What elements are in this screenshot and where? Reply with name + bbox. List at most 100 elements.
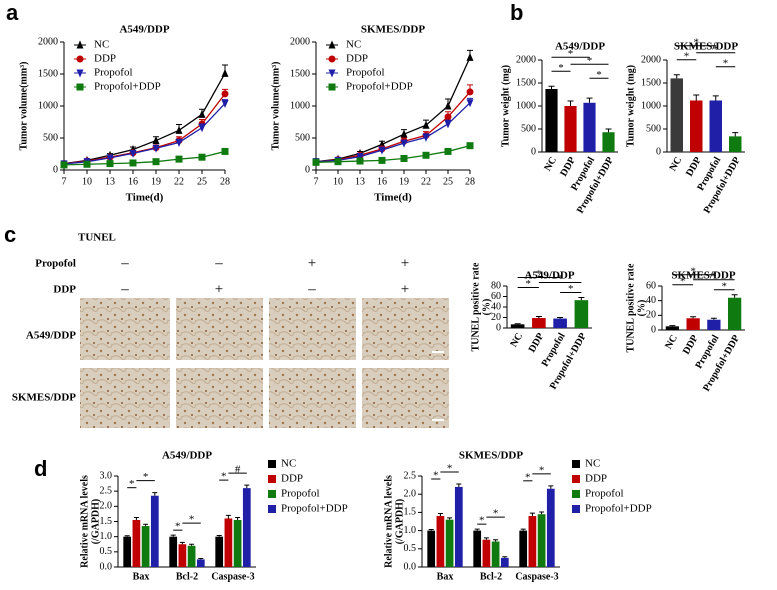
tunel-images [80,298,449,428]
y-tick-label: 0 [656,146,661,157]
chart-title: SKMES/DDP [459,450,523,462]
error-bar [567,100,574,106]
y-tick-label: 500 [43,132,58,143]
marker [400,154,408,162]
image [80,298,170,360]
error-bar [133,517,139,520]
y-tick-label: 0 [651,324,656,335]
sig-mark: * [129,478,135,490]
y-tick-label: 500 [295,132,310,143]
y-tick-label: 2.0 [404,488,417,499]
y-tick-label: 2000 [290,36,310,47]
marker [422,120,430,129]
bar [670,78,683,152]
row-label: SKMES/DDP [12,392,76,404]
y-tick-label: 40 [491,301,501,312]
legend-swatch [572,505,580,513]
chart-title: SKMES/DDP [674,41,738,53]
y-tick-label: 20 [491,312,501,323]
marker [444,113,452,121]
x-tick-label: 19 [151,176,161,187]
panel-label: d [34,456,47,481]
y-tick-label: 2.5 [100,485,113,496]
x-axis-label: Time(d) [374,192,412,204]
sig-mark: * [143,471,149,483]
x-tick-label: NC [668,155,685,173]
row-label: DDP [53,284,76,296]
marker [221,68,229,77]
error-bar [152,492,158,496]
legend-label: Propofol [281,488,320,500]
bar [132,519,141,567]
marker [328,55,336,63]
x-tick-label: DDP [527,331,547,354]
error-bar [535,315,542,319]
y-tick-label: 60 [646,280,656,291]
error-bar [693,94,700,101]
marker [466,99,474,108]
treatment-sign: – [120,281,129,297]
x-tick-label: Bcl-2 [176,571,198,582]
marker [106,160,114,168]
y-tick-label: 2000 [38,36,58,47]
chart-title: SKMES/DDP [361,24,425,36]
sig-mark: * [447,463,453,475]
series-line [315,91,471,163]
error-bar [529,512,535,517]
y-tick-label: 1500 [516,77,536,88]
series-line [63,102,226,165]
sig-mark: * [479,515,485,527]
panel-label: c [4,222,16,247]
treatment-sign: – [307,281,316,297]
x-tick-label: Bcl-2 [480,571,502,582]
x-tick-label: NC [508,331,525,349]
marker [76,69,84,78]
legend-label: Propofol+DDP [585,503,652,515]
y-axis-label: Tumor weight (mg) [500,65,511,147]
sig-mark: * [568,48,574,60]
error-bar [235,517,241,520]
marker [312,158,320,166]
error-bar [502,556,508,558]
marker [334,158,342,166]
y-tick-label: 1.5 [404,507,417,518]
legend-swatch [572,475,580,483]
error-bar [198,558,204,560]
bar [729,136,742,152]
legend-swatch [268,505,276,513]
bar [546,488,555,567]
legend-label: NC [346,39,361,51]
marker [198,153,206,161]
marker [422,151,430,159]
bar [123,536,132,567]
image [176,368,263,428]
sig-mark: * [690,265,696,277]
y-tick-label: 1500 [641,77,661,88]
marker [400,139,408,148]
bar [574,300,589,328]
marker [444,101,452,110]
marker [152,158,160,166]
legend-swatch [268,475,276,483]
marker [466,52,474,61]
x-tick-label: DDP [681,333,701,356]
y-tick-label: 1.0 [404,525,417,536]
error-bar [179,541,185,545]
legend-swatch [572,460,580,468]
bar [690,100,703,152]
error-bar [548,85,555,89]
error-bar [712,95,719,101]
sig-mark: * [587,55,593,67]
error-bar [557,317,564,319]
bar [491,541,500,567]
x-tick-label: 16 [377,176,387,187]
error-bar [428,529,434,531]
x-tick-label: 19 [399,176,409,187]
legend-label: NC [585,458,600,470]
marker [76,40,84,49]
x-tick-label: 13 [355,176,365,187]
chart-title: A549/DDP [119,24,169,36]
marker [466,88,474,96]
marker [328,83,336,91]
bar [665,326,680,330]
